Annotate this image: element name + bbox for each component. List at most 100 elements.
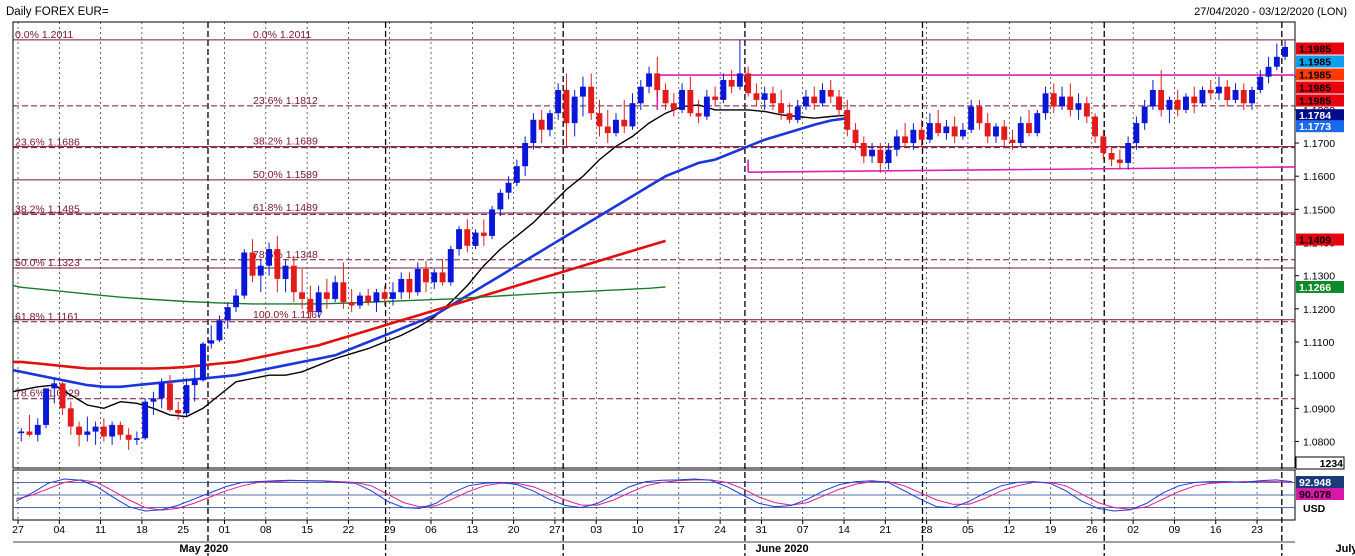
bearish-candle bbox=[1001, 126, 1008, 140]
price-label-box bbox=[1296, 109, 1344, 122]
bullish-candle bbox=[1034, 113, 1041, 134]
bearish-candle bbox=[902, 136, 908, 143]
bullish-candle bbox=[1125, 143, 1132, 163]
bullish-candle bbox=[497, 192, 504, 210]
bullish-candle bbox=[373, 292, 380, 303]
bullish-candle bbox=[34, 424, 41, 435]
bearish-candle bbox=[381, 292, 388, 299]
bullish-candle bbox=[191, 380, 198, 386]
price-label-text: 1.1985 bbox=[1299, 96, 1331, 108]
bullish-candle bbox=[472, 232, 479, 246]
bearish-candle bbox=[249, 252, 256, 276]
price-label-box bbox=[1296, 120, 1344, 133]
bullish-candle bbox=[679, 90, 685, 110]
price-tick-label: 1.0800 bbox=[1303, 436, 1335, 448]
price-tick-label: 1.1500 bbox=[1303, 204, 1335, 216]
chart-title: Daily FOREX EUR= bbox=[6, 6, 109, 18]
day-tick-label: 19 bbox=[1045, 524, 1057, 536]
fib-level-label: 38.2% 1.1689 bbox=[253, 136, 318, 148]
bearish-candle bbox=[480, 232, 487, 236]
bearish-candle bbox=[770, 93, 776, 104]
stochastic-d-line bbox=[15, 479, 1293, 511]
bearish-candle bbox=[1050, 93, 1057, 107]
bullish-candle bbox=[133, 438, 140, 440]
fib-level-label: 23.6% 1.1812 bbox=[253, 95, 318, 107]
stoch-k-readout-box bbox=[1296, 476, 1344, 488]
bearish-candle bbox=[117, 424, 124, 435]
bearish-candle bbox=[175, 410, 182, 414]
day-tick-label: 17 bbox=[673, 524, 685, 536]
fib-level-label: 50.0% 1.1589 bbox=[253, 169, 318, 181]
channel-line bbox=[748, 166, 1296, 174]
day-tick-label: 26 bbox=[1086, 524, 1098, 536]
bullish-candle bbox=[1282, 46, 1288, 57]
fib-level-label: 38.2% 1.1485 bbox=[15, 203, 80, 215]
fib-level-label: 50.0% 1.1323 bbox=[15, 257, 80, 269]
day-tick-label: 08 bbox=[260, 524, 272, 536]
bullish-candle bbox=[241, 252, 248, 296]
stochastic-layer bbox=[13, 478, 1295, 512]
bearish-candle bbox=[662, 90, 669, 104]
bullish-candle bbox=[1265, 66, 1272, 77]
day-tick-label: 20 bbox=[508, 524, 520, 536]
price-label-text: 1.1985 bbox=[1299, 70, 1331, 82]
day-tick-label: 25 bbox=[177, 524, 189, 536]
bullish-candle bbox=[51, 383, 58, 389]
bullish-candle bbox=[315, 292, 322, 313]
bullish-candle bbox=[703, 96, 710, 117]
bearish-candle bbox=[1240, 90, 1247, 104]
bearish-candle bbox=[340, 282, 347, 303]
bullish-candle bbox=[357, 295, 363, 306]
bullish-candle bbox=[530, 119, 537, 143]
bearish-candle bbox=[951, 126, 958, 137]
bearish-candle bbox=[844, 109, 851, 130]
candles-layer bbox=[18, 39, 1288, 450]
fib-level-label: 100.0% 1.1167 bbox=[253, 309, 323, 321]
bearish-candle bbox=[323, 292, 330, 299]
currency-label: USD bbox=[1303, 503, 1326, 515]
bearish-candle bbox=[745, 73, 752, 94]
bearish-candle bbox=[538, 119, 545, 130]
bearish-candle bbox=[274, 249, 281, 279]
bearish-candle bbox=[1158, 90, 1165, 110]
bullish-candle bbox=[1216, 86, 1222, 94]
ma-mid-line bbox=[12, 116, 848, 389]
bearish-candle bbox=[365, 295, 372, 303]
bullish-candle bbox=[84, 431, 91, 435]
fib-level-label: 61.8% 1.1489 bbox=[253, 202, 318, 214]
bearish-candle bbox=[76, 426, 82, 435]
price-label-box bbox=[1296, 55, 1344, 68]
bearish-candle bbox=[712, 96, 719, 100]
day-tick-label: 29 bbox=[384, 524, 396, 536]
bearish-candle bbox=[423, 269, 429, 283]
bearish-candle bbox=[852, 129, 859, 144]
month-label: May 2020 bbox=[179, 543, 228, 555]
bullish-candle bbox=[332, 282, 339, 299]
bearish-candle bbox=[621, 119, 628, 127]
bullish-candle bbox=[761, 93, 768, 100]
bullish-candle bbox=[926, 123, 933, 140]
day-tick-label: 18 bbox=[136, 524, 148, 536]
bullish-candle bbox=[1249, 90, 1255, 104]
price-label-text: 1.1985 bbox=[1299, 83, 1331, 95]
bullish-candle bbox=[233, 295, 239, 308]
bearish-candle bbox=[67, 408, 74, 427]
bullish-candle bbox=[720, 80, 727, 100]
bullish-candle bbox=[18, 431, 25, 434]
bearish-candle bbox=[1009, 139, 1016, 143]
bearish-candle bbox=[811, 96, 818, 104]
day-tick-label: 16 bbox=[1210, 524, 1222, 536]
price-label-text: 1.1409 bbox=[1299, 235, 1331, 247]
price-tick-label: 1.1000 bbox=[1303, 370, 1335, 382]
price-tick-label: 1.1600 bbox=[1303, 171, 1335, 183]
bullish-candle bbox=[92, 426, 99, 432]
day-tick-label: 21 bbox=[879, 524, 891, 536]
day-tick-label: 02 bbox=[1127, 524, 1139, 536]
bearish-candle bbox=[654, 73, 661, 90]
bearish-candle bbox=[1224, 86, 1231, 100]
day-tick-label: 11 bbox=[95, 524, 106, 536]
bullish-candle bbox=[885, 149, 892, 163]
ma-green-line bbox=[12, 284, 666, 305]
bullish-candle bbox=[1232, 90, 1239, 100]
